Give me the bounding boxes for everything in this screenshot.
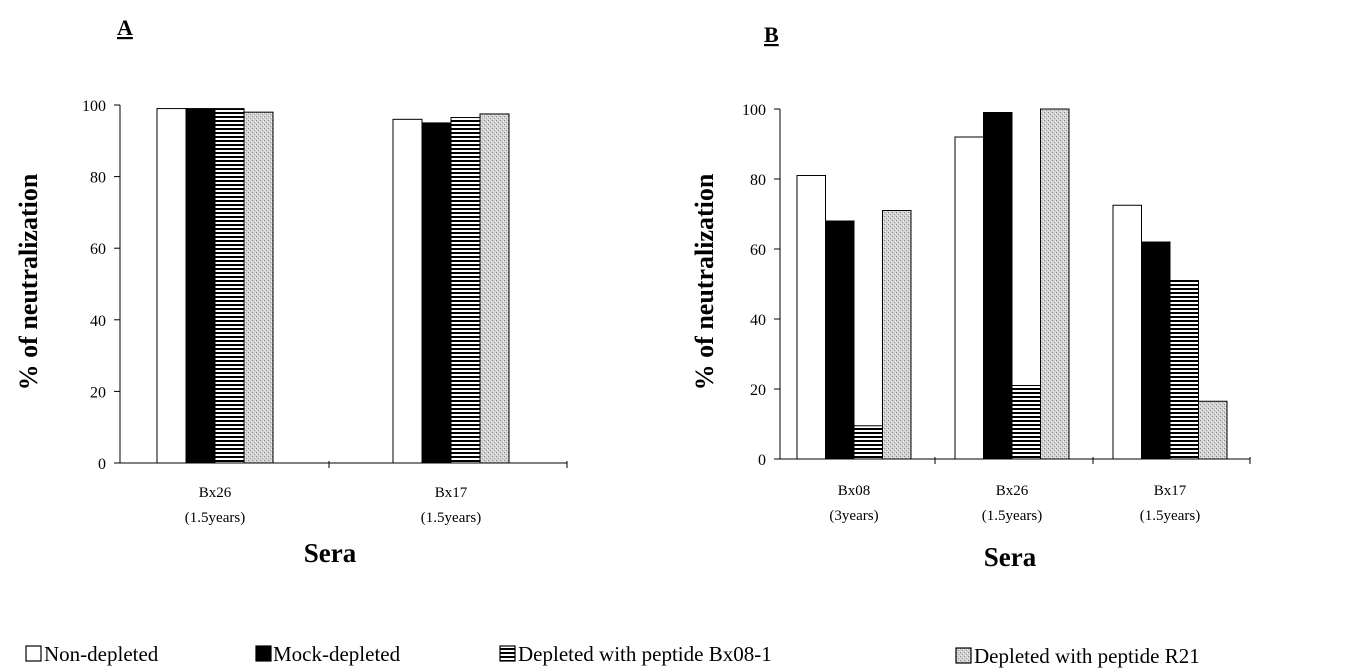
panel-b-category-sublabel: (1.5years) bbox=[982, 508, 1042, 524]
panel-a-y-tick-label: 100 bbox=[82, 98, 106, 115]
legend: Non-depleted Mock-depleted Depleted with… bbox=[25, 642, 1200, 668]
panel-a-bar-bx26-non-depleted bbox=[156, 108, 187, 464]
panel-b-bar-bx26-depleted-with-peptide-r21 bbox=[1040, 108, 1070, 460]
panel-b-bar-bx17-mock-depleted bbox=[1141, 241, 1171, 460]
panel-a-bar-bx26-depleted-with-peptide-r21 bbox=[243, 111, 274, 464]
panel-a-y-tick-label: 80 bbox=[90, 170, 106, 187]
panel-b-bar-bx08-mock-depleted bbox=[825, 220, 855, 460]
panel-b-y-axis-label: % of neutralization bbox=[690, 173, 719, 390]
panel-a-bar-bx17-depleted-with-peptide-bx08-1 bbox=[450, 117, 481, 464]
panel-b-bar-bx17-non-depleted bbox=[1112, 204, 1142, 460]
panel-b-plot: 0 20 40 60 80 100 Bx08 (3years) Bx26 (1.5years) Bx… bbox=[742, 102, 1251, 524]
panel-a-category-label: Bx26 bbox=[199, 485, 232, 501]
panel-b-y-tick-label: 0 bbox=[758, 452, 766, 469]
panel-b-category-sublabel: (3years) bbox=[829, 508, 878, 524]
legend-swatch-non-depleted bbox=[25, 645, 42, 662]
legend-swatch-depleted-r21 bbox=[955, 647, 972, 664]
panel-b-bar-bx26-non-depleted bbox=[954, 136, 984, 460]
legend-item-non-depleted: Non-depleted bbox=[25, 642, 159, 666]
panel-b-category-label: Bx26 bbox=[996, 483, 1029, 499]
panel-a-y-axis-label: % of neutralization bbox=[14, 173, 43, 390]
panel-b-y-tick-label: 40 bbox=[750, 312, 766, 329]
panel-a-plot: 0 20 40 60 80 100 Bx26 (1.5years) Bx17 (1.5years) bbox=[82, 98, 568, 526]
panel-b-y-tick-label: 80 bbox=[750, 172, 766, 189]
panel-a-y-tick-label: 20 bbox=[90, 384, 106, 401]
panel-b-y-tick-label: 60 bbox=[750, 242, 766, 259]
panel-a-bar-bx17-non-depleted bbox=[392, 118, 423, 464]
legend-item-depleted-bx08-1: Depleted with peptide Bx08-1 bbox=[499, 642, 772, 666]
panel-a-category-sublabel: (1.5years) bbox=[185, 510, 245, 526]
panel-b-x-axis-label: Sera bbox=[984, 542, 1037, 572]
panel-b-category-label: Bx08 bbox=[838, 483, 871, 499]
panel-a-bar-bx17-mock-depleted bbox=[421, 122, 452, 464]
panel-b-bar-bx26-depleted-with-peptide-bx08-1 bbox=[1011, 385, 1041, 460]
legend-label-depleted-r21: Depleted with peptide R21 bbox=[974, 644, 1200, 668]
legend-item-mock-depleted: Mock-depleted bbox=[255, 642, 401, 666]
panel-b-label: B bbox=[764, 22, 779, 47]
panel-b-bar-bx08-non-depleted bbox=[796, 175, 826, 460]
panel-a-category-sublabel: (1.5years) bbox=[421, 510, 481, 526]
panel-b-bar-bx17-depleted-with-peptide-r21 bbox=[1198, 400, 1228, 460]
panel-b-bar-bx17-depleted-with-peptide-bx08-1 bbox=[1169, 280, 1199, 460]
panel-a-y-tick-label: 40 bbox=[90, 313, 106, 330]
panel-a-label: A bbox=[117, 15, 133, 40]
panel-b-category-sublabel: (1.5years) bbox=[1140, 508, 1200, 524]
legend-label-mock-depleted: Mock-depleted bbox=[273, 642, 401, 666]
panel-a-x-axis-label: Sera bbox=[304, 538, 357, 568]
legend-swatch-depleted-bx08-1 bbox=[499, 645, 516, 662]
legend-label-non-depleted: Non-depleted bbox=[44, 642, 159, 666]
panel-a-y-tick-label: 0 bbox=[98, 456, 106, 473]
panel-a-category-label: Bx17 bbox=[435, 485, 468, 501]
legend-swatch-mock-depleted bbox=[255, 645, 272, 662]
panel-b-category-label: Bx17 bbox=[1154, 483, 1187, 499]
panel-a-bar-bx26-mock-depleted bbox=[185, 108, 216, 464]
panel-b-y-tick-label: 20 bbox=[750, 382, 766, 399]
legend-label-depleted-bx08-1: Depleted with peptide Bx08-1 bbox=[518, 642, 772, 666]
legend-item-depleted-r21: Depleted with peptide R21 bbox=[955, 644, 1200, 668]
panel-b-bar-bx08-depleted-with-peptide-r21 bbox=[882, 210, 912, 460]
panel-b-bar-bx08-depleted-with-peptide-bx08-1 bbox=[853, 425, 883, 460]
panel-b-y-tick-label: 100 bbox=[742, 102, 766, 119]
panel-a-y-tick-label: 60 bbox=[90, 241, 106, 258]
panel-a-bar-bx17-depleted-with-peptide-r21 bbox=[479, 113, 510, 464]
panel-a-bar-bx26-depleted-with-peptide-bx08-1 bbox=[214, 108, 245, 464]
panel-b-bar-bx26-mock-depleted bbox=[983, 112, 1013, 460]
